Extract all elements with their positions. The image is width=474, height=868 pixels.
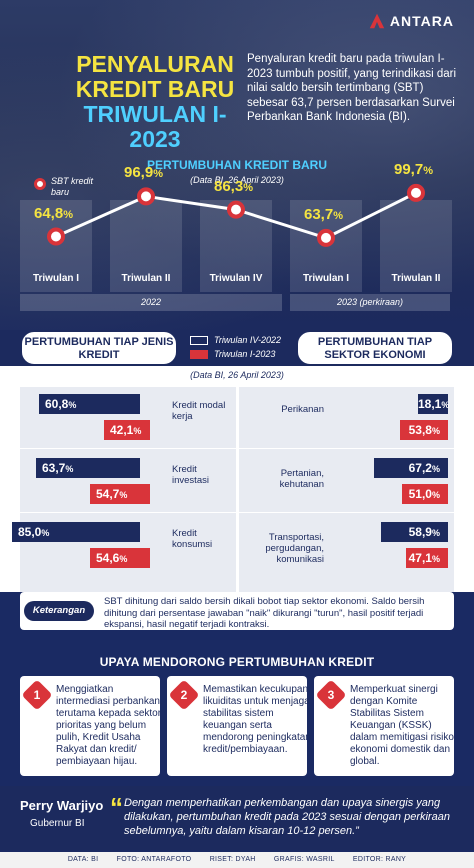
credit-data: DATA: BI bbox=[67, 856, 99, 863]
bar-triwulan-i: 54,6% bbox=[90, 548, 150, 568]
quote-section: Perry Warjiyo Gubernur BI “ Dengan mempe… bbox=[0, 786, 474, 850]
bar-triwulan-iv: 85,0% bbox=[12, 522, 140, 542]
category-label: Transportasi, pergudangan, komunikasi bbox=[265, 532, 324, 565]
category-label: Pertanian, kehutanan bbox=[279, 468, 324, 490]
x-tick-label: Triwulan IV bbox=[209, 273, 263, 284]
legend-navy-swatch bbox=[190, 335, 208, 345]
legend-label: SBT kredit baru bbox=[51, 176, 94, 197]
sektor-title: PERTUMBUHAN TIAP SEKTOR EKONOMI bbox=[296, 330, 454, 366]
row-divider bbox=[20, 512, 236, 513]
chart-column: Triwulan II bbox=[380, 200, 452, 292]
effort-number: 2 bbox=[168, 679, 200, 711]
legend-red-swatch bbox=[190, 349, 208, 359]
chart-legend: SBT kredit baru bbox=[34, 176, 106, 198]
category-label: Kredit modal kerja bbox=[172, 400, 226, 422]
credit-foto: FOTO: ANTARAFOTO bbox=[116, 856, 192, 863]
bar-triwulan-iv: 67,2% bbox=[374, 458, 448, 478]
data-point bbox=[137, 187, 155, 206]
hero-section: ANTARA PENYALURAN KREDIT BARU TRIWULAN I… bbox=[0, 0, 474, 330]
effort-card-2: 2 Memastikan kecukupan likuiditas untuk … bbox=[167, 676, 311, 776]
credit-grafis: GRAFIS: WASRIL bbox=[273, 856, 335, 863]
page-title: PENYALURAN KREDIT BARU TRIWULAN I-2023 bbox=[70, 52, 240, 152]
bar-triwulan-i: 53,8% bbox=[400, 420, 448, 440]
background-photo bbox=[0, 0, 474, 330]
x-tick-label: Triwulan I bbox=[302, 273, 350, 284]
year-group-2023: 2023 (perkiraan) bbox=[290, 294, 450, 311]
effort-text: Memperkuat sinergi dengan Komite Stabili… bbox=[350, 684, 454, 767]
title-line-1: PENYALURAN bbox=[76, 51, 234, 77]
data-label: 96,9% bbox=[124, 164, 163, 182]
antara-logo: ANTARA bbox=[368, 12, 454, 30]
row-divider bbox=[239, 512, 454, 513]
data-label: 64,8% bbox=[34, 204, 73, 222]
data-point bbox=[227, 200, 245, 219]
legend-red-label: Triwulan I-2023 bbox=[214, 349, 276, 359]
bar-triwulan-i: 54,7% bbox=[90, 484, 150, 504]
effort-card-1: 1 Menggiatkan intermediasi perbankan, te… bbox=[20, 676, 163, 776]
data-point bbox=[47, 227, 65, 246]
quote-text: Dengan memperhatikan perkembangan dan up… bbox=[124, 797, 450, 837]
chart-column: Triwulan I bbox=[20, 200, 92, 292]
x-tick-label: Triwulan II bbox=[391, 273, 441, 284]
category-label: Kredit konsumsi bbox=[172, 528, 213, 550]
credits-footer: DATA: BI FOTO: ANTARAFOTO RISET: DYAH GR… bbox=[0, 852, 474, 868]
data-label: 99,7% bbox=[394, 160, 433, 178]
effort-text: Memastikan kecukupan likuiditas untuk me… bbox=[203, 684, 311, 755]
quote-mark-icon: “ bbox=[110, 792, 123, 822]
line-chart bbox=[47, 183, 425, 247]
bar-triwulan-i: 42,1% bbox=[104, 420, 150, 440]
data-point bbox=[407, 183, 425, 202]
bar-triwulan-iv: 58,9% bbox=[381, 522, 448, 542]
effort-text: Menggiatkan intermediasi perbankan, teru… bbox=[56, 684, 163, 767]
efforts-title: UPAYA MENDORONG PERTUMBUHAN KREDIT bbox=[99, 655, 375, 669]
year-group-2022: 2022 bbox=[20, 294, 282, 311]
legend-marker-icon bbox=[34, 178, 46, 190]
legend-navy-label: Triwulan IV-2022 bbox=[214, 335, 282, 345]
title-line-3: TRIWULAN I-2023 bbox=[83, 101, 227, 152]
note-box: Keterangan SBT dihitung dari saldo bersi… bbox=[20, 592, 454, 630]
effort-number: 1 bbox=[21, 679, 53, 711]
chart-title: PERTUMBUHAN KREDIT BARU bbox=[147, 158, 327, 172]
category-label: Perikanan bbox=[281, 404, 324, 415]
credit-editor: EDITOR: RANY bbox=[352, 856, 407, 863]
category-label: Kredit investasi bbox=[172, 464, 209, 486]
row-divider bbox=[20, 448, 236, 449]
section-source: (Data BI, 26 April 2023) bbox=[190, 370, 284, 380]
effort-card-3: 3 Memperkuat sinergi dengan Komite Stabi… bbox=[314, 676, 454, 776]
x-tick-label: Triwulan I bbox=[32, 273, 80, 284]
chart-subtitle: (Data BI, 26 April 2023) bbox=[190, 175, 284, 185]
jenis-kredit-title: PERTUMBUHAN TIAP JENIS KREDIT bbox=[20, 330, 178, 366]
logo-text: ANTARA bbox=[389, 13, 454, 29]
antara-logo-icon bbox=[369, 13, 385, 29]
effort-number: 3 bbox=[315, 679, 347, 711]
bar-triwulan-i: 51,0% bbox=[402, 484, 448, 504]
speaker-name: Perry Warjiyo bbox=[20, 798, 104, 813]
lead-paragraph: Penyaluran kredit baru pada triwulan I-2… bbox=[247, 53, 457, 123]
note-label: Keterangan bbox=[24, 601, 94, 621]
data-label: 63,7% bbox=[304, 205, 343, 223]
period-legend: Triwulan IV-2022 Triwulan I-2023 bbox=[190, 333, 281, 361]
row-divider bbox=[239, 448, 454, 449]
bar-triwulan-iv: 18,1% bbox=[418, 394, 449, 414]
speaker-role: Gubernur BI bbox=[30, 818, 85, 829]
panel-divider bbox=[236, 387, 239, 592]
note-text: SBT dihitung dari saldo bersih dikali bo… bbox=[104, 596, 425, 630]
data-point bbox=[317, 228, 335, 247]
bar-triwulan-iv: 60,8% bbox=[39, 394, 140, 414]
credit-riset: RISET: DYAH bbox=[209, 856, 256, 863]
x-tick-label: Triwulan II bbox=[121, 273, 171, 284]
bar-triwulan-iv: 63,7% bbox=[36, 458, 140, 478]
growth-comparison-section: PERTUMBUHAN TIAP JENIS KREDIT PERTUMBUHA… bbox=[0, 330, 474, 592]
title-line-2: KREDIT BARU bbox=[75, 76, 235, 102]
data-label: 86,3% bbox=[214, 177, 253, 195]
bar-triwulan-i: 47,1% bbox=[406, 548, 448, 568]
chart-column: Triwulan II bbox=[110, 200, 182, 292]
